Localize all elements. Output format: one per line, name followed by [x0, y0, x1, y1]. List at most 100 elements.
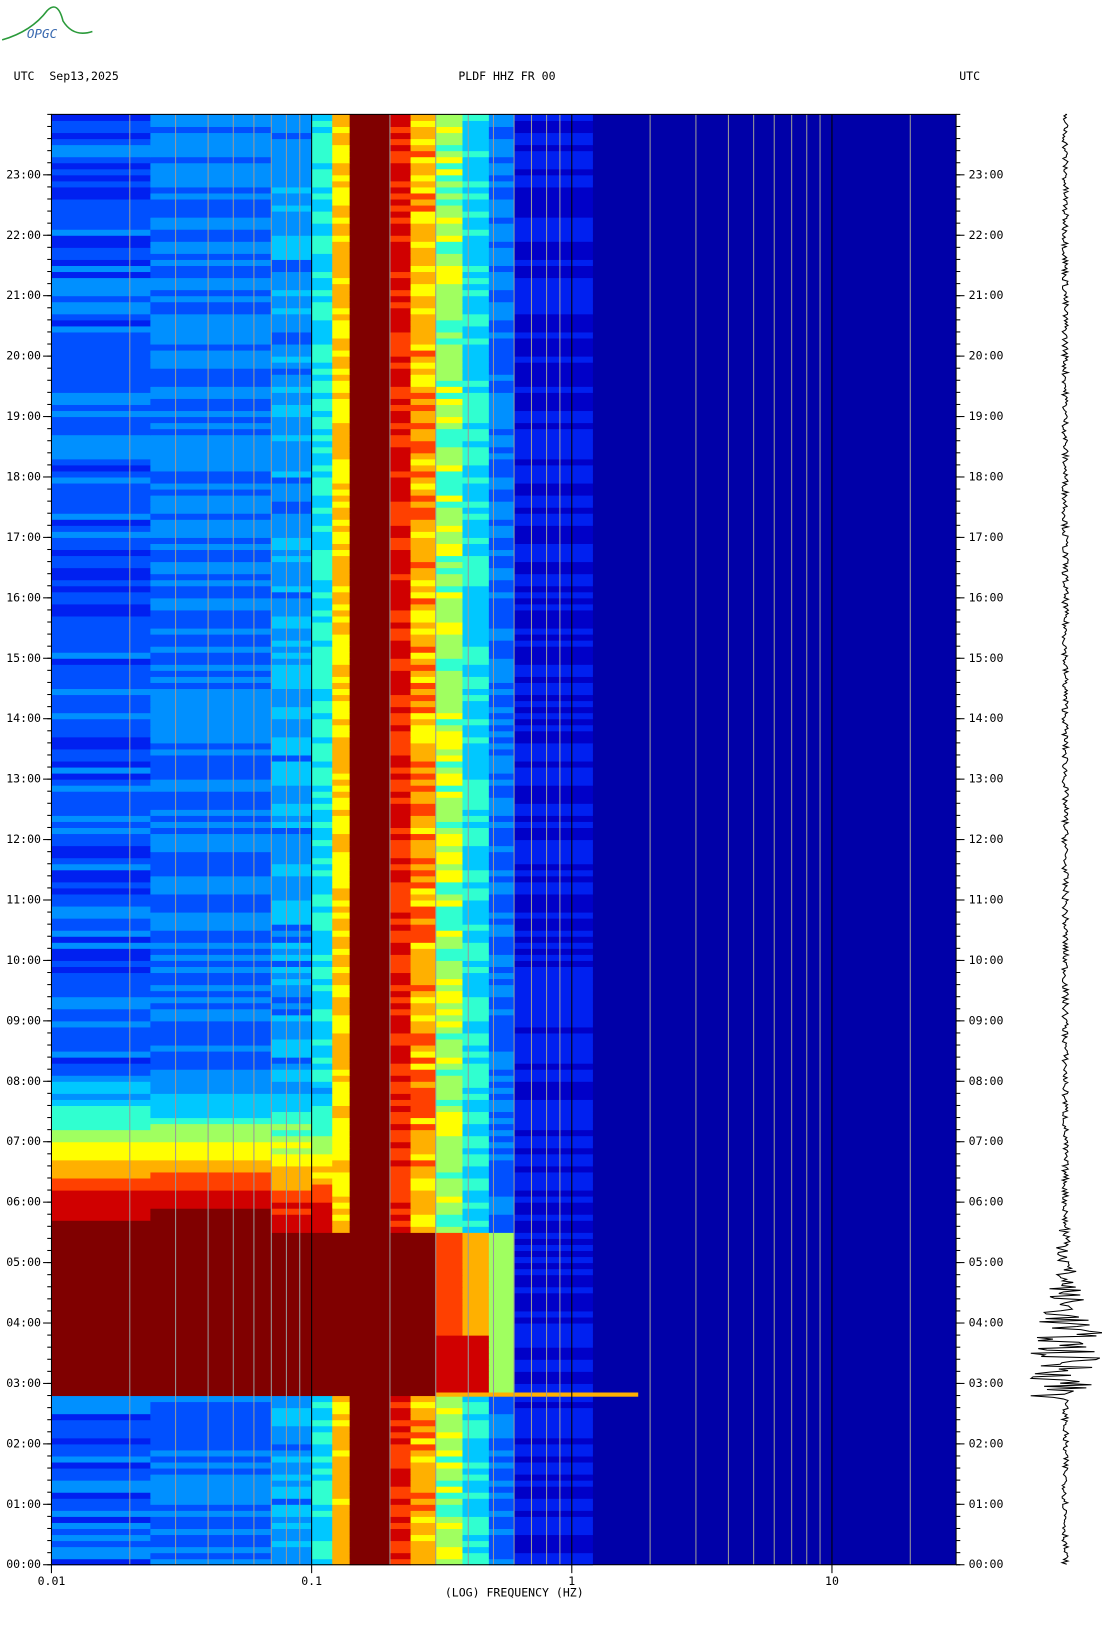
spectrogram-cell: [389, 1111, 412, 1119]
spectrogram-cell: [349, 525, 391, 532]
spectrogram-cell: [349, 1093, 391, 1100]
spectrogram-cell: [435, 1063, 463, 1070]
spectrogram-cell: [51, 924, 151, 931]
spectrogram-cell: [332, 1323, 351, 1330]
spectrogram-cell: [488, 603, 515, 611]
spectrogram-cell: [389, 452, 412, 460]
spectrogram-cell: [332, 1165, 351, 1173]
spectrogram-cell: [51, 1522, 151, 1530]
spectrogram-cell: [271, 1274, 313, 1282]
spectrogram-cell: [332, 833, 351, 841]
spectrogram-cell: [389, 1250, 412, 1258]
spectrogram-cell: [311, 241, 333, 248]
spectrogram-cell: [488, 192, 515, 200]
spectrogram-cell: [150, 1347, 272, 1354]
spectrogram-cell: [410, 1244, 437, 1252]
spectrogram-cell: [271, 567, 313, 575]
spectrogram-cell: [150, 1014, 272, 1022]
spectrogram-cell: [410, 198, 437, 206]
spectrogram-cell: [349, 1389, 391, 1397]
spectrogram-cell: [349, 1552, 391, 1560]
spectrogram-cell: [349, 869, 391, 877]
spectrogram-cell: [150, 881, 272, 889]
spectrogram-cell: [514, 126, 593, 134]
spectrogram-cell: [410, 301, 437, 309]
spectrogram-cell: [410, 1347, 437, 1354]
spectrogram-cell: [410, 948, 437, 955]
spectrogram-cell: [51, 1455, 151, 1463]
spectrogram-cell: [462, 1159, 490, 1167]
spectrogram-cell: [410, 887, 437, 895]
spectrogram-cell: [150, 331, 272, 339]
spectrogram-cell: [271, 476, 313, 484]
spectrogram-cell: [462, 1480, 490, 1487]
spectrogram-cell: [332, 1359, 351, 1366]
spectrogram-cell: [435, 368, 463, 375]
spectrogram-cell: [349, 1455, 391, 1463]
spectrogram-cell: [332, 1032, 351, 1040]
y-tick-label: 12:00: [6, 832, 41, 846]
spectrogram-cell: [488, 1069, 515, 1076]
spectrogram-cell: [349, 1431, 391, 1439]
spectrogram-cell: [410, 803, 437, 810]
spectrogram-cell: [435, 1202, 463, 1209]
spectrogram-cell: [150, 1298, 272, 1306]
spectrogram-cell: [311, 1111, 333, 1119]
spectrogram-cell: [435, 1159, 463, 1167]
spectrogram-cell: [332, 344, 351, 351]
spectrogram-cell: [349, 549, 391, 557]
spectrogram-cell: [462, 1280, 490, 1288]
spectrogram-cell: [488, 1093, 515, 1100]
spectrogram-cell: [389, 440, 412, 448]
spectrogram-cell: [349, 162, 391, 170]
spectrogram-cell: [349, 1057, 391, 1064]
spectrogram-cell: [488, 144, 515, 152]
spectrogram-cell: [462, 1075, 490, 1082]
spectrogram-cell: [271, 1159, 313, 1167]
spectrogram-cell: [271, 1081, 313, 1088]
spectrogram-cell: [271, 138, 313, 146]
spectrogram-cell: [389, 446, 412, 454]
spectrogram-cell: [51, 1232, 151, 1239]
spectrogram-cell: [488, 1431, 515, 1439]
spectrogram-cell: [311, 1141, 333, 1149]
spectrogram-cell: [51, 1129, 151, 1137]
spectrogram-cell: [150, 857, 272, 865]
spectrogram-cell: [462, 380, 490, 387]
spectrogram-cell: [150, 646, 272, 653]
spectrogram-cell: [488, 1474, 515, 1481]
spectrogram-cell: [311, 1238, 333, 1245]
spectrogram-cell: [271, 773, 313, 780]
spectrogram-cell: [389, 821, 412, 829]
spectrogram-cell: [332, 1038, 351, 1046]
spectrogram-cell: [410, 1268, 437, 1276]
spectrogram-cell: [488, 748, 515, 756]
spectrogram-cell: [435, 1008, 463, 1016]
y-tick-label-right: 04:00: [969, 1316, 1004, 1330]
spectrogram-cell: [332, 452, 351, 460]
spectrogram-cell: [349, 1316, 391, 1324]
y-tick-label-right: 01:00: [969, 1497, 1004, 1511]
spectrogram-cell: [389, 646, 412, 653]
spectrogram-cell: [51, 1214, 151, 1221]
spectrogram-cell: [389, 906, 412, 913]
spectrogram-cell: [332, 1190, 351, 1197]
spectrogram-cell: [332, 241, 351, 248]
spectrogram-cell: [462, 138, 490, 146]
spectrogram-cell: [51, 1516, 151, 1523]
spectrogram-cell: [271, 1238, 313, 1245]
spectrogram-cell: [462, 942, 490, 949]
spectrogram-cell: [51, 730, 151, 738]
spectrogram-cell: [410, 1365, 437, 1372]
spectrogram-cell: [488, 344, 515, 351]
y-tick-label-right: 11:00: [969, 892, 1004, 906]
spectrogram-cell: [488, 1298, 515, 1306]
spectrogram-cell: [349, 585, 391, 593]
spectrogram-cell: [311, 851, 333, 859]
spectrogram-cell: [435, 325, 463, 333]
spectrogram-cell: [410, 912, 437, 919]
spectrogram-cell: [271, 1419, 313, 1427]
spectrogram-cell: [311, 1304, 333, 1312]
spectrogram-cell: [332, 325, 351, 333]
